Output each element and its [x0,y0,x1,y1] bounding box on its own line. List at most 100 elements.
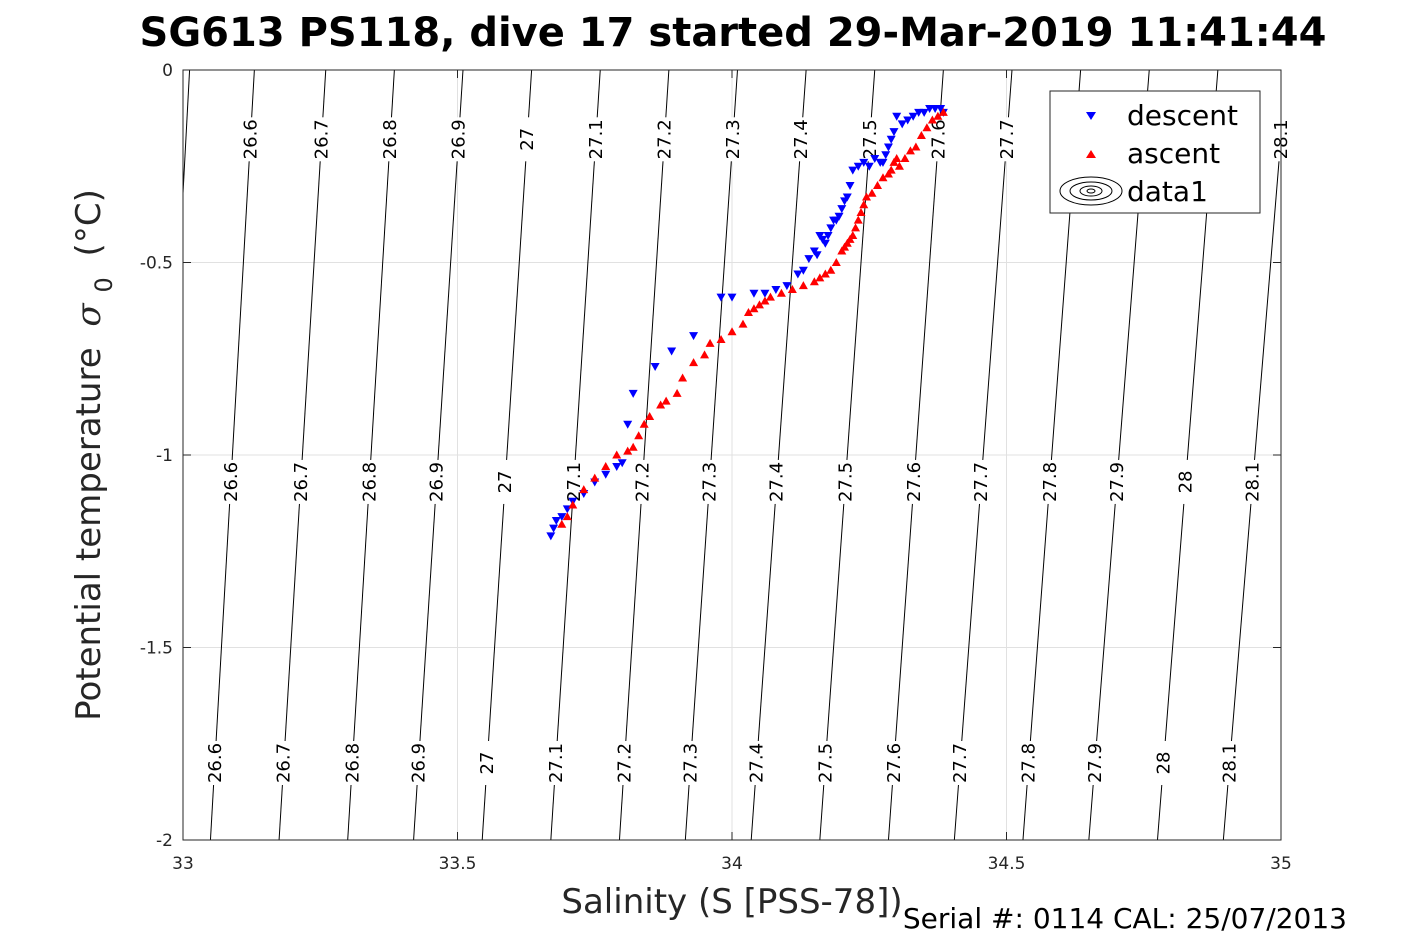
descent-point [667,347,677,356]
contour-label: 26.8 [359,462,380,502]
ascent-point [894,161,904,170]
descent-point [749,289,759,298]
ascent-point [776,288,786,297]
contour-label-bg [765,459,788,504]
ascent-point [765,292,775,301]
density-contour-26.8 [347,69,395,841]
descent-point [815,232,825,241]
contour-label-bg [425,459,448,504]
descent-series [546,105,948,541]
descent-point [760,289,770,298]
contour-label: 27.4 [791,119,812,159]
contour-label: 28.1 [1243,462,1264,502]
contour-label-bg [834,459,857,504]
contour-label-bg [631,459,654,504]
contour-label: 27.5 [860,119,881,159]
ascent-point [798,281,808,290]
contour-label-bg [358,459,381,504]
ascent-point [927,115,937,124]
contour-label: 27.3 [681,743,702,783]
contour-label: 26.9 [449,119,470,159]
density-contour-27.1 [550,69,601,841]
legend-contour-icon [1059,176,1123,206]
x-tick-label: 33.5 [439,854,477,874]
contour-label: 28.1 [1220,743,1241,783]
contour-label-bg [272,741,295,785]
density-contour-26.9 [413,69,464,841]
x-tick-label: 34.5 [988,854,1026,874]
contour-label: 27.1 [586,119,607,159]
contour-label-bg [970,459,993,504]
ascent-point [672,388,682,397]
density-contour-27.2 [618,69,670,841]
ascent-point [601,462,611,471]
descent-point [549,524,559,533]
ascent-point [749,304,759,313]
ascent-point [743,308,753,317]
x-tick-label: 35 [1270,854,1292,874]
contour-label: 27.8 [1019,743,1040,783]
ascent-point [815,273,825,282]
ascent-point [579,485,589,494]
descent-point [628,389,638,398]
descent-point [617,459,627,468]
x-axis-label: Salinity (S [PSS-78]) [561,882,902,922]
contour-label: 27.6 [928,119,949,159]
descent-point [859,158,869,167]
y-tick-label: -1.5 [140,639,173,659]
contour-label: 26.6 [221,462,242,502]
contour-label-bg [1218,741,1241,785]
descent-point [727,293,737,302]
descent-point [875,158,885,167]
legend-descent-label: descent [1127,99,1238,132]
y-tick-label: -0.5 [140,254,173,274]
contour-label-bg [613,741,636,785]
contour-label-bg [721,117,744,162]
contour-label: 27.4 [747,743,768,783]
contour-label-bg [679,741,702,785]
contour-label-bg [1174,459,1197,504]
ascent-point [911,142,921,151]
ascent-point [820,269,830,278]
contour-label-bg [902,459,925,504]
descent-point [845,182,855,190]
ascent-point [562,512,572,521]
descent-point [897,120,907,129]
ascent-point [809,277,819,286]
ascent-point [705,338,715,347]
contour-labels: 26.6 26.7 26.8 26.9 27 27.1 27.2 27.3 27.4 27.5 27… [203,117,1292,785]
x-tick-label: 33 [172,854,194,874]
y-axis-label-subscript: 0 [90,277,118,292]
contour-label-bg [698,459,721,504]
descent-point [870,155,880,164]
descent-point [908,112,918,121]
contour-label: 27.7 [950,743,971,783]
density-contour-27.7 [953,69,1013,841]
contour-label: 27 [495,470,516,493]
descent-point [889,128,899,137]
contour-label: 28 [1154,752,1175,775]
legend: descent ascent data1 [1049,90,1261,214]
contour-label: 27.1 [564,462,585,502]
density-contour-partial [182,69,191,194]
density-contour-27 [481,69,533,841]
ascent-point [590,473,600,482]
density-contour-26.6 [209,69,255,841]
ascent-point [933,111,943,120]
descent-point [782,282,792,291]
contour-label-bg [476,741,499,785]
density-contour-27.4 [750,69,807,841]
contour-label-bg [219,459,242,504]
contour-label-bg [239,117,262,162]
ascent-point [938,107,948,116]
ascent-point [905,146,915,155]
contour-label-bg [1083,741,1106,785]
contour-label: 27.3 [723,119,744,159]
ascent-point [754,300,764,309]
contour-label: 26.6 [240,119,261,159]
ascent-point [856,207,866,216]
contour-label-bg [407,741,430,785]
density-contour-27.3 [684,69,738,841]
contour-label: 26.7 [312,119,333,159]
